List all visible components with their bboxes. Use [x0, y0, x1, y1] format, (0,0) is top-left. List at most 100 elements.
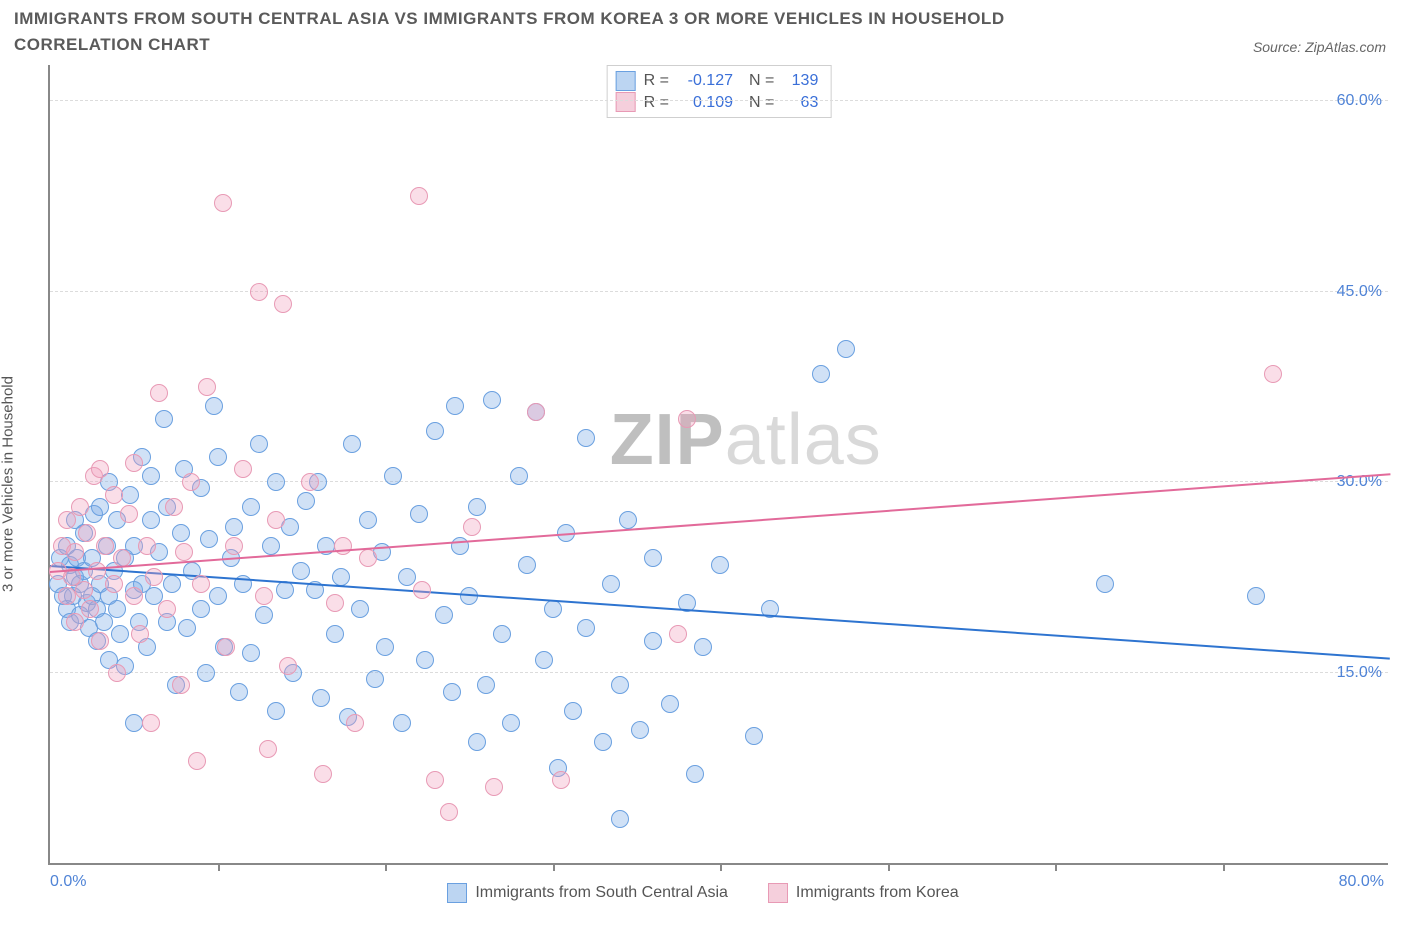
stat-n-label: N = [749, 70, 774, 92]
stat-n-value: 139 [782, 70, 818, 92]
data-point [644, 549, 662, 567]
data-point [694, 638, 712, 656]
x-tick [888, 863, 890, 871]
data-point [443, 683, 461, 701]
chart-title: IMMIGRANTS FROM SOUTH CENTRAL ASIA VS IM… [14, 6, 1134, 57]
data-point [669, 625, 687, 643]
data-point [121, 486, 139, 504]
data-point [661, 695, 679, 713]
data-point [440, 803, 458, 821]
watermark: ZIPatlas [610, 399, 882, 481]
data-point [644, 632, 662, 650]
data-point [250, 435, 268, 453]
plot-area: ZIPatlas R =-0.127N =139R =0.109N =63 15… [48, 65, 1388, 865]
data-point [250, 283, 268, 301]
data-point [192, 600, 210, 618]
swatch-icon [447, 883, 467, 903]
data-point [477, 676, 495, 694]
data-point [837, 340, 855, 358]
data-point [111, 625, 129, 643]
data-point [255, 606, 273, 624]
data-point [209, 448, 227, 466]
data-point [96, 537, 114, 555]
source-label: Source: ZipAtlas.com [1253, 39, 1386, 57]
data-point [138, 537, 156, 555]
data-point [145, 568, 163, 586]
data-point [711, 556, 729, 574]
data-point [150, 384, 168, 402]
data-point [292, 562, 310, 580]
data-point [493, 625, 511, 643]
data-point [274, 295, 292, 313]
data-point [332, 568, 350, 586]
data-point [192, 575, 210, 593]
data-point [198, 378, 216, 396]
stat-r-label: R = [644, 70, 669, 92]
data-point [413, 581, 431, 599]
data-point [120, 505, 138, 523]
y-tick-label: 45.0% [1337, 283, 1382, 301]
data-point [267, 473, 285, 491]
data-point [577, 619, 595, 637]
x-tick [553, 863, 555, 871]
data-point [158, 600, 176, 618]
gridline [50, 672, 1388, 673]
stat-r-value: 0.109 [677, 92, 733, 114]
legend-item: Immigrants from South Central Asia [447, 883, 728, 903]
data-point [242, 498, 260, 516]
y-axis-label: 3 or more Vehicles in Household [0, 376, 17, 592]
data-point [259, 740, 277, 758]
data-point [217, 638, 235, 656]
data-point [142, 714, 160, 732]
data-point [502, 714, 520, 732]
data-point [351, 600, 369, 618]
data-point [66, 543, 84, 561]
stats-row: R =-0.127N =139 [616, 70, 819, 92]
data-point [359, 549, 377, 567]
data-point [745, 727, 763, 745]
data-point [1247, 587, 1265, 605]
data-point [312, 689, 330, 707]
gridline [50, 100, 1388, 101]
data-point [142, 467, 160, 485]
data-point [163, 575, 181, 593]
data-point [225, 518, 243, 536]
data-point [314, 765, 332, 783]
data-point [527, 403, 545, 421]
data-point [66, 613, 84, 631]
data-point [326, 594, 344, 612]
data-point [468, 498, 486, 516]
data-point [142, 511, 160, 529]
data-point [125, 454, 143, 472]
data-point [602, 575, 620, 593]
legend-label: Immigrants from Korea [796, 884, 959, 902]
data-point [552, 771, 570, 789]
data-point [611, 810, 629, 828]
bottom-legend: Immigrants from South Central Asia Immigr… [14, 883, 1392, 903]
data-point [510, 467, 528, 485]
data-point [172, 676, 190, 694]
data-point [182, 473, 200, 491]
data-point [564, 702, 582, 720]
data-point [297, 492, 315, 510]
legend-label: Immigrants from South Central Asia [475, 884, 728, 902]
data-point [225, 537, 243, 555]
gridline [50, 481, 1388, 482]
data-point [78, 524, 96, 542]
data-point [75, 581, 93, 599]
data-point [88, 562, 106, 580]
data-point [81, 600, 99, 618]
y-tick-label: 15.0% [1337, 664, 1382, 682]
data-point [301, 473, 319, 491]
data-point [446, 397, 464, 415]
data-point [435, 606, 453, 624]
x-tick [218, 863, 220, 871]
data-point [197, 664, 215, 682]
data-point [326, 625, 344, 643]
data-point [611, 676, 629, 694]
data-point [155, 410, 173, 428]
data-point [242, 644, 260, 662]
data-point [518, 556, 536, 574]
data-point [234, 460, 252, 478]
data-point [175, 543, 193, 561]
